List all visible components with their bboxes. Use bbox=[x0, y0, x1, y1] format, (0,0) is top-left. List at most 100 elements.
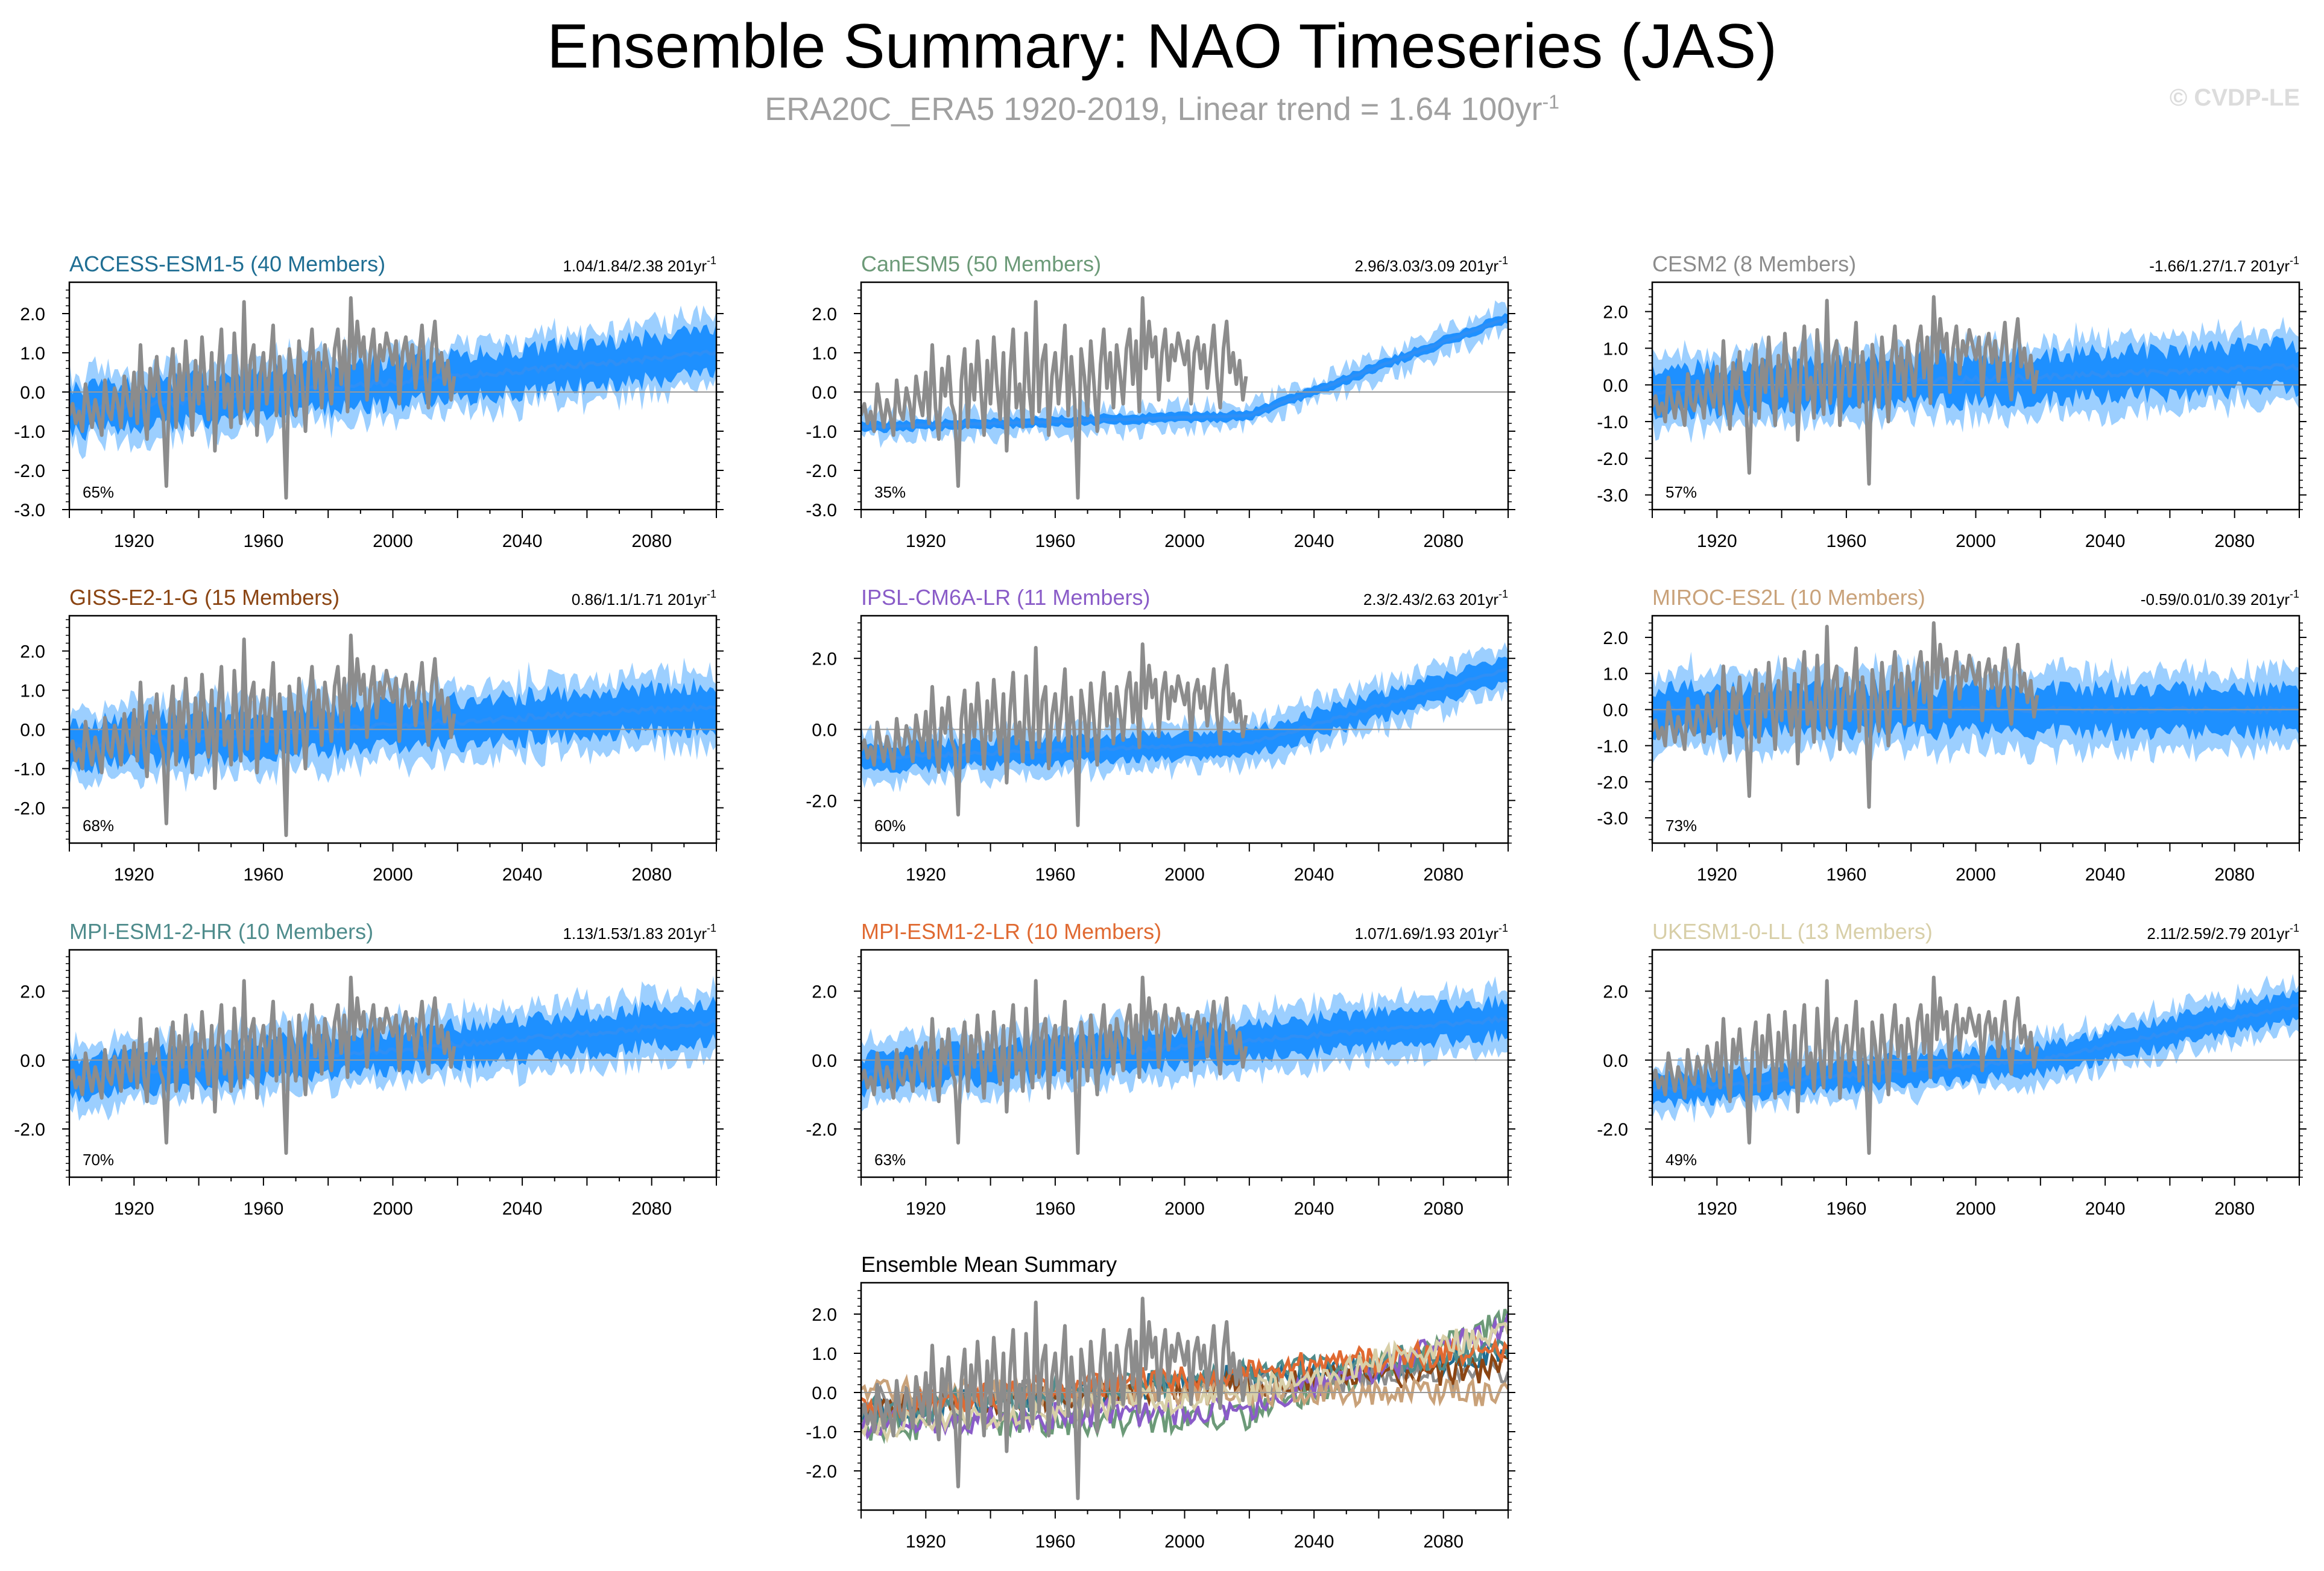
x-tick-label: 1960 bbox=[1035, 1199, 1076, 1219]
panel-trend-exponent: -1 bbox=[707, 922, 716, 934]
panel-trend-exponent: -1 bbox=[1498, 588, 1508, 600]
y-tick-label: 2.0 bbox=[20, 642, 45, 662]
panel-trend-text: 1.07/1.69/1.93 201yr bbox=[1354, 925, 1498, 943]
x-tick-label: 2000 bbox=[1956, 531, 1996, 551]
y-tick-label: 0.0 bbox=[812, 383, 837, 403]
panel-title: MPI-ESM1-2-HR (10 Members) bbox=[69, 919, 373, 944]
panel-trend-text: 0.86/1.1/1.71 201yr bbox=[572, 590, 707, 608]
y-tick-label: 2.0 bbox=[1603, 982, 1628, 1002]
y-tick-label: 2.0 bbox=[812, 982, 837, 1002]
plot-area bbox=[69, 296, 716, 500]
panel-percent-label: 35% bbox=[874, 483, 906, 501]
panel-percent-label: 49% bbox=[1666, 1151, 1697, 1169]
x-tick-label: 1960 bbox=[1035, 531, 1076, 551]
plot-area bbox=[1652, 974, 2299, 1155]
x-tick-label: 2040 bbox=[1294, 1532, 1334, 1552]
x-tick-label: 2000 bbox=[1164, 865, 1205, 885]
panel-trend-label: 2.96/3.03/3.09 201yr-1 bbox=[1354, 254, 1508, 275]
x-tick-label: 1960 bbox=[1827, 1199, 1867, 1219]
panel-percent-label: 65% bbox=[83, 483, 114, 501]
mean-series-ipsl-cm6a-lr bbox=[861, 1313, 1508, 1440]
panel-title: MPI-ESM1-2-LR (10 Members) bbox=[861, 919, 1161, 944]
y-tick-label: 0.0 bbox=[812, 721, 837, 741]
x-tick-label: 2080 bbox=[1423, 1199, 1464, 1219]
figure-title: Ensemble Summary: NAO Timeseries (JAS) bbox=[546, 11, 1778, 81]
subtitle-unit-exponent: -1 bbox=[1542, 91, 1559, 113]
x-tick-label: 1960 bbox=[244, 1199, 284, 1219]
y-tick-label: 1.0 bbox=[1603, 665, 1628, 684]
y-tick-label: -2.0 bbox=[806, 791, 837, 811]
panel-mpi-esm1-2-hr: 1920 1960 2000 2040 2080 2.0 0.0 -2.0 MPI-ESM1-2… bbox=[14, 919, 724, 1219]
y-tick-label: 0.0 bbox=[812, 1383, 837, 1403]
y-tick-label: 2.0 bbox=[812, 650, 837, 669]
panel-trend-text: -1.66/1.27/1.7 201yr bbox=[2149, 257, 2290, 275]
x-tick-label: 2000 bbox=[1956, 865, 1996, 885]
y-tick-label: -1.0 bbox=[14, 422, 45, 442]
panel-trend-label: -1.66/1.27/1.7 201yr-1 bbox=[2149, 254, 2299, 275]
panel-title: UKESM1-0-LL (13 Members) bbox=[1652, 919, 1933, 944]
panel-ensemble-mean-summary: 1920 1960 2000 2040 2080 2.0 1.0 0.0 -1.0 -2.0 Ens… bbox=[806, 1252, 1515, 1552]
x-tick-label: 2040 bbox=[1294, 1199, 1334, 1219]
y-tick-label: 0.0 bbox=[20, 721, 45, 741]
y-tick-label: 0.0 bbox=[20, 1051, 45, 1071]
panel-percent-label: 68% bbox=[83, 817, 114, 835]
plot-area bbox=[69, 975, 716, 1155]
figure-subtitle: ERA20C_ERA5 1920-2019, Linear trend = 1.… bbox=[0, 90, 2324, 128]
y-tick-label: -2.0 bbox=[806, 1462, 837, 1482]
observed-line bbox=[69, 296, 456, 500]
panel-miroc-es2l: 1920 1960 2000 2040 2080 2.0 1.0 0.0 -1.0 -2.0 -3.… bbox=[1597, 585, 2307, 885]
panel-trend-text: 2.96/3.03/3.09 201yr bbox=[1354, 257, 1498, 275]
x-tick-label: 2040 bbox=[2085, 1199, 2126, 1219]
panel-trend-exponent: -1 bbox=[707, 588, 716, 600]
panel-giss-e2-1-g: 1920 1960 2000 2040 2080 2.0 1.0 0.0 -1.0 -2.0 GIS… bbox=[14, 585, 724, 885]
y-tick-label: -2.0 bbox=[806, 461, 837, 481]
y-tick-label: -1.0 bbox=[806, 422, 837, 442]
observed-line bbox=[861, 975, 1248, 1155]
y-tick-label: 2.0 bbox=[20, 305, 45, 324]
panel-trend-exponent: -1 bbox=[2290, 922, 2299, 934]
y-tick-label: 2.0 bbox=[1603, 628, 1628, 648]
x-tick-label: 2000 bbox=[373, 531, 413, 551]
x-tick-label: 2040 bbox=[2085, 865, 2126, 885]
x-tick-label: 1920 bbox=[906, 1199, 946, 1219]
panel-trend-label: 1.13/1.53/1.83 201yr-1 bbox=[563, 922, 716, 943]
x-tick-label: 1920 bbox=[1697, 531, 1737, 551]
x-tick-label: 1920 bbox=[114, 1199, 154, 1219]
panel-percent-label: 60% bbox=[874, 817, 906, 835]
x-tick-label: 2040 bbox=[1294, 531, 1334, 551]
x-tick-label: 2080 bbox=[631, 1199, 672, 1219]
y-tick-label: 1.0 bbox=[1603, 339, 1628, 359]
y-tick-label: 0.0 bbox=[1603, 701, 1628, 721]
y-tick-label: -2.0 bbox=[1597, 1120, 1628, 1140]
observed-line bbox=[69, 975, 456, 1155]
x-tick-label: 1920 bbox=[1697, 865, 1737, 885]
y-tick-label: -1.0 bbox=[1597, 413, 1628, 432]
x-tick-label: 1960 bbox=[1035, 1532, 1076, 1552]
y-tick-label: 1.0 bbox=[812, 1344, 837, 1364]
y-tick-label: 1.0 bbox=[812, 344, 837, 364]
panel-title: Ensemble Mean Summary bbox=[861, 1252, 1117, 1277]
y-tick-label: -2.0 bbox=[1597, 773, 1628, 792]
x-tick-label: 2040 bbox=[502, 865, 543, 885]
y-tick-label: 0.0 bbox=[1603, 376, 1628, 396]
x-tick-label: 2080 bbox=[2214, 1199, 2255, 1219]
panel-percent-label: 73% bbox=[1666, 817, 1697, 835]
x-tick-label: 1920 bbox=[114, 531, 154, 551]
inner-spread-band bbox=[861, 313, 1508, 434]
observed-line bbox=[861, 1297, 1248, 1500]
y-tick-label: -2.0 bbox=[14, 1120, 45, 1140]
panel-trend-text: 1.13/1.53/1.83 201yr bbox=[563, 925, 707, 943]
panel-title: CanESM5 (50 Members) bbox=[861, 251, 1101, 276]
observed-line bbox=[861, 642, 1248, 827]
x-tick-label: 2080 bbox=[1423, 1532, 1464, 1552]
panel-percent-label: 63% bbox=[874, 1151, 906, 1169]
x-tick-label: 1960 bbox=[1035, 865, 1076, 885]
panel-canesm5: 1920 1960 2000 2040 2080 2.0 1.0 0.0 -1.0 -2.0 -3.… bbox=[806, 251, 1515, 551]
panel-title: CESM2 (8 Members) bbox=[1652, 251, 1856, 276]
x-tick-label: 1920 bbox=[114, 865, 154, 885]
x-tick-label: 2000 bbox=[373, 1199, 413, 1219]
y-tick-label: -2.0 bbox=[14, 461, 45, 481]
x-tick-label: 2040 bbox=[502, 1199, 543, 1219]
panel-title: IPSL-CM6A-LR (11 Members) bbox=[861, 585, 1150, 610]
y-tick-label: -2.0 bbox=[14, 799, 45, 819]
